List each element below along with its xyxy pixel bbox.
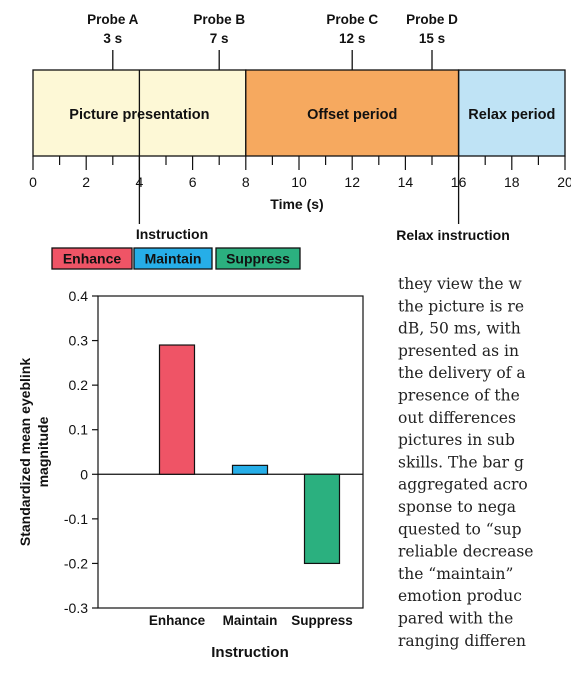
body-text-line: presence of the [398, 387, 520, 405]
y-tick-label: 0.2 [69, 377, 89, 393]
y-tick-label: -0.1 [64, 511, 88, 527]
bar-suppress [303, 473, 341, 565]
x-tick-label: Suppress [291, 613, 353, 628]
probe-time: 7 s [210, 31, 229, 46]
time-tick-label: 6 [189, 174, 197, 190]
legend-maintain-swatch [133, 247, 213, 270]
bar-maintain [231, 464, 269, 475]
y-axis: 0.4 0.3 0.2 0.1 0 -0.1 -0.2 -0.3 [64, 288, 98, 616]
period-label: Offset period [307, 107, 397, 123]
y-tick-label: 0.1 [69, 422, 89, 438]
probe-time: 12 s [339, 31, 365, 46]
legend-maintain-label: Maintain [145, 251, 202, 267]
x-tick-label: Enhance [149, 613, 206, 628]
body-text-line: reliable decrease [398, 543, 533, 561]
probe-name: Probe A [87, 12, 139, 27]
body-text-line: pictures in sub [398, 431, 515, 449]
x-axis-categories: Enhance Maintain Suppress [149, 613, 353, 628]
body-text-line: emotion produc [398, 587, 522, 605]
probe-labels: Probe A 3 s Probe B 7 s Probe C 12 s Probe D 15… [87, 12, 458, 70]
probe-name: Probe B [193, 12, 245, 27]
instruction-label: Instruction [136, 226, 208, 242]
probe-name: Probe D [406, 12, 458, 27]
y-tick-label: -0.2 [64, 555, 88, 571]
instruction-legend: Enhance Maintain Suppress [51, 247, 301, 270]
time-tick-label: 8 [242, 174, 250, 190]
time-axis: 02468101214161820 [29, 156, 571, 190]
time-tick-label: 14 [398, 174, 414, 190]
bar-chart: 0.4 0.3 0.2 0.1 0 -0.1 -0.2 -0.3 Enhance Maintai… [17, 288, 364, 661]
plot-frame [97, 295, 364, 609]
y-tick-label: 0 [80, 466, 88, 482]
relax-instruction-label: Relax instruction [396, 227, 510, 243]
bar-enhance [158, 344, 196, 475]
y-tick-label: 0.4 [69, 288, 89, 304]
body-text-line: skills. The bar g [398, 453, 524, 471]
body-text-line: aggregated acro [398, 476, 528, 494]
time-axis-label: Time (s) [270, 196, 323, 212]
probe-time: 15 s [419, 31, 445, 46]
y-tick-label: -0.3 [64, 600, 88, 616]
legend-suppress-swatch [215, 247, 301, 270]
legend-enhance-label: Enhance [63, 251, 122, 267]
body-text-line: sponse to nega [398, 498, 516, 516]
time-tick-label: 10 [291, 174, 307, 190]
bars [158, 344, 341, 565]
body-text-line: out differences [398, 409, 516, 427]
legend-enhance-swatch [51, 247, 133, 270]
time-tick-label: 0 [29, 174, 37, 190]
period-label: Relax period [468, 107, 555, 123]
x-tick-label: Maintain [223, 613, 278, 628]
body-text-line: ranging differen [398, 632, 526, 650]
body-text-line: they view the w [398, 275, 522, 293]
y-axis-label: Standardized mean eyeblink magnitude [17, 358, 51, 546]
body-text-line: the picture is re [398, 297, 524, 315]
time-tick-label: 2 [82, 174, 90, 190]
y-tick-label: 0.3 [69, 333, 89, 349]
body-text-line: presented as in [398, 342, 519, 360]
probe-name: Probe C [326, 12, 378, 27]
body-text-line: dB, 50 ms, with [398, 320, 521, 338]
body-text-line: the “maintain” [398, 565, 513, 583]
probe-time: 3 s [103, 31, 122, 46]
body-text-line: the delivery of a [398, 364, 526, 382]
body-text-line: quested to “sup [398, 520, 522, 538]
x-axis-label: Instruction [211, 644, 289, 661]
body-text: they view the w the picture is re dB, 50 m… [398, 275, 533, 650]
legend-suppress-label: Suppress [226, 251, 290, 267]
timeline: Probe A 3 s Probe B 7 s Probe C 12 s Probe D 15… [29, 12, 571, 243]
body-text-line: pared with the [398, 610, 513, 628]
time-tick-label: 18 [504, 174, 520, 190]
time-tick-label: 12 [344, 174, 360, 190]
time-tick-label: 20 [557, 174, 571, 190]
period-bars: Picture presentation Offset period Relax p… [32, 69, 566, 157]
